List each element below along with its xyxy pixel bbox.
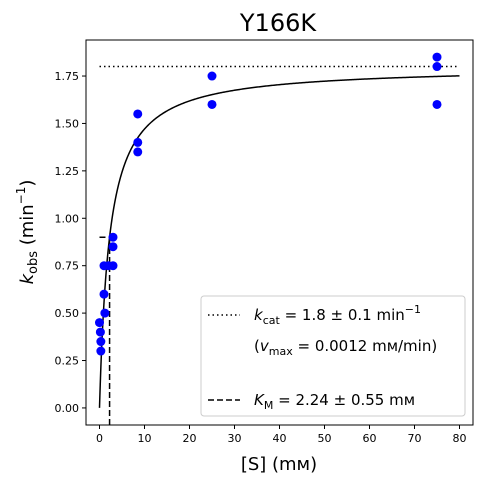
y-tick-label-0: 0.00 <box>55 402 80 415</box>
chart-title: Y166K <box>239 9 317 37</box>
data-point-1 <box>95 327 105 337</box>
data-point-17 <box>432 62 442 72</box>
legend-kcat-sub: cat <box>263 314 281 327</box>
legend-vmax-open: ( <box>254 337 260 355</box>
legend-km-k: K <box>254 391 265 409</box>
legend-vmax-sub: max <box>269 345 293 358</box>
y-axis-label-sup: −1 <box>14 187 28 205</box>
legend-kcat-k: k <box>254 306 264 324</box>
legend-kcat-rest: = 1.8 ± 0.1 min <box>280 306 405 324</box>
data-point-2 <box>96 337 106 347</box>
x-tick-label-70: 70 <box>408 432 422 445</box>
y-axis: 0.00 0.25 0.50 0.75 1.00 1.25 1.50 1.75 <box>55 70 86 415</box>
plot-area <box>95 52 460 425</box>
y-tick-label-7: 1.75 <box>55 70 80 83</box>
data-point-6 <box>100 308 110 318</box>
y-axis-label-k: k <box>17 272 38 284</box>
x-tick-label-50: 50 <box>318 432 332 445</box>
y-axis-label-sub: obs <box>26 251 41 274</box>
legend-box <box>200 295 466 417</box>
x-tick-label-60: 60 <box>363 432 377 445</box>
x-tick-label-30: 30 <box>228 432 242 445</box>
legend-km-sub: M <box>264 399 274 412</box>
legend-kcat-sup: −1 <box>405 303 421 316</box>
legend-km-rest: = 2.24 ± 0.55 mм <box>273 391 415 409</box>
data-point-15 <box>207 99 217 109</box>
legend-vmax-rest: = 0.0012 mм/min) <box>293 337 437 355</box>
legend-vmax-label: (vmax = 0.0012 mм/min) <box>254 337 437 358</box>
x-tick-label-10: 10 <box>138 432 152 445</box>
y-axis-label-rest: (min <box>17 204 38 251</box>
y-tick-label-6: 1.50 <box>55 117 80 130</box>
x-tick-label-40: 40 <box>273 432 287 445</box>
y-tick-label-5: 1.25 <box>55 165 80 178</box>
y-axis-label: kobs (min−1) <box>14 180 41 285</box>
x-tick-label-0: 0 <box>96 432 103 445</box>
y-tick-label-1: 0.25 <box>55 355 80 368</box>
y-tick-label-4: 1.00 <box>55 212 80 225</box>
y-tick-label-2: 0.50 <box>55 307 80 320</box>
data-point-9 <box>108 242 118 252</box>
data-point-18 <box>432 99 442 109</box>
y-tick-label-3: 0.75 <box>55 260 80 273</box>
legend: kcat = 1.8 ± 0.1 min−1 (vmax = 0.0012 mм… <box>200 295 466 417</box>
data-point-0 <box>95 318 104 328</box>
data-point-3 <box>96 346 106 356</box>
x-axis-label: [S] (mм) <box>241 454 317 475</box>
data-point-12 <box>133 137 143 147</box>
legend-vmax-v: v <box>260 337 270 355</box>
legend-kcat-label: kcat = 1.8 ± 0.1 min−1 <box>254 303 421 327</box>
data-point-14 <box>207 71 217 81</box>
x-axis: 0 10 20 30 40 50 60 70 80 <box>96 425 467 445</box>
data-point-13 <box>133 147 143 157</box>
x-tick-label-20: 20 <box>183 432 197 445</box>
legend-km-label: KM = 2.24 ± 0.55 mм <box>254 391 415 412</box>
data-point-4 <box>99 289 109 299</box>
x-tick-label-80: 80 <box>453 432 467 445</box>
data-point-11 <box>133 109 143 119</box>
data-point-8 <box>108 232 118 242</box>
data-point-10 <box>108 261 118 271</box>
data-point-16 <box>432 52 442 62</box>
y-axis-label-close: ) <box>17 180 38 187</box>
